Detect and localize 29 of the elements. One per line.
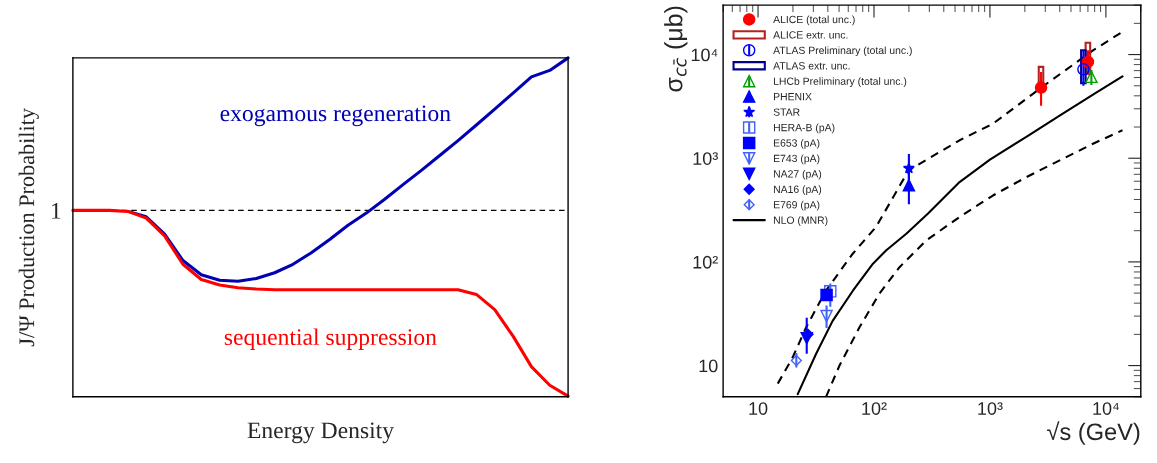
legend-label: LHCb Preliminary (total unc.) [773, 77, 907, 87]
y-axis-title: J/Ψ Production Probability [18, 108, 39, 347]
x-tick-label: 10² [862, 402, 887, 415]
legend-label: NA27 (pA) [773, 169, 822, 180]
series-label: sequential suppression [224, 328, 437, 350]
legend-label: STAR [773, 108, 800, 116]
y-axis-title: σ$_{cc̄}$ (μb) [664, 6, 688, 92]
x-tick-label: 10³ [978, 402, 1003, 415]
y-tick-label: 10⁴ [691, 48, 718, 62]
ref-line-label: 1 [52, 202, 61, 219]
y-tick-label: 10² [693, 255, 718, 269]
x-tick-label: 10⁴ [1093, 402, 1119, 415]
x-axis-title: √s (GeV) [1047, 421, 1140, 445]
legend-label: ATLAS extr. unc. [773, 62, 850, 70]
legend-label: E769 (pA) [773, 200, 820, 211]
legend-label: ALICE extr. unc. [773, 31, 848, 39]
legend-label: ATLAS Preliminary (total unc.) [773, 46, 912, 57]
x-tick-label: 10 [749, 402, 768, 415]
y-tick-label: 10 [699, 359, 718, 373]
series-label: exogamous regeneration [220, 105, 451, 127]
legend-label: NA16 (pA) [773, 185, 822, 196]
legend-label: E653 (pA) [773, 139, 820, 149]
legend-label: E743 (pA) [773, 154, 820, 165]
legend-label: ALICE (total unc.) [773, 15, 855, 26]
legend-label: PHENIX [773, 93, 812, 101]
y-tick-label: 10³ [693, 152, 718, 165]
legend-label: NLO (MNR) [773, 216, 828, 226]
legend-label: HERA-B (pA) [773, 123, 835, 134]
x-axis-title: Energy Density [247, 422, 394, 444]
